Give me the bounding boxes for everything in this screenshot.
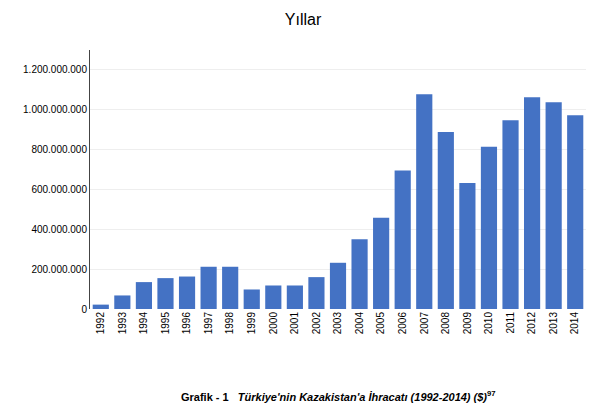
svg-text:1998: 1998 — [224, 312, 235, 335]
svg-text:1993: 1993 — [117, 312, 128, 335]
svg-text:2011: 2011 — [505, 312, 516, 334]
svg-text:1.000.000.000: 1.000.000.000 — [23, 104, 87, 115]
svg-text:2008: 2008 — [440, 312, 451, 335]
svg-text:1.200.000.000: 1.200.000.000 — [23, 64, 87, 75]
svg-text:1995: 1995 — [160, 312, 171, 335]
svg-text:800.000.000: 800.000.000 — [31, 144, 87, 155]
svg-text:2006: 2006 — [397, 312, 408, 335]
svg-text:2003: 2003 — [332, 312, 343, 335]
svg-text:1999: 1999 — [246, 312, 257, 335]
svg-text:2010: 2010 — [483, 312, 494, 335]
svg-text:2005: 2005 — [375, 312, 386, 335]
svg-text:1992: 1992 — [95, 312, 106, 335]
svg-text:2002: 2002 — [311, 312, 322, 335]
svg-text:2013: 2013 — [548, 312, 559, 335]
svg-text:1996: 1996 — [181, 312, 192, 335]
svg-text:0: 0 — [81, 304, 87, 315]
svg-text:2001: 2001 — [289, 312, 300, 335]
svg-text:2012: 2012 — [526, 312, 537, 335]
svg-text:600.000.000: 600.000.000 — [31, 184, 87, 195]
svg-text:Grafik - 1 Türkiye'nin Kazak: Grafik - 1 Türkiye'nin Kazakistan'a İhra… — [181, 389, 496, 403]
svg-text:Yıllar: Yıllar — [285, 11, 322, 28]
svg-text:200.000.000: 200.000.000 — [31, 264, 87, 275]
svg-text:2009: 2009 — [462, 312, 473, 335]
svg-text:2014: 2014 — [569, 312, 580, 335]
svg-text:1994: 1994 — [138, 312, 149, 335]
svg-text:400.000.000: 400.000.000 — [31, 224, 87, 235]
svg-text:2000: 2000 — [268, 312, 279, 335]
svg-text:1997: 1997 — [203, 312, 214, 335]
svg-text:2004: 2004 — [354, 312, 365, 335]
svg-text:2007: 2007 — [419, 312, 430, 335]
